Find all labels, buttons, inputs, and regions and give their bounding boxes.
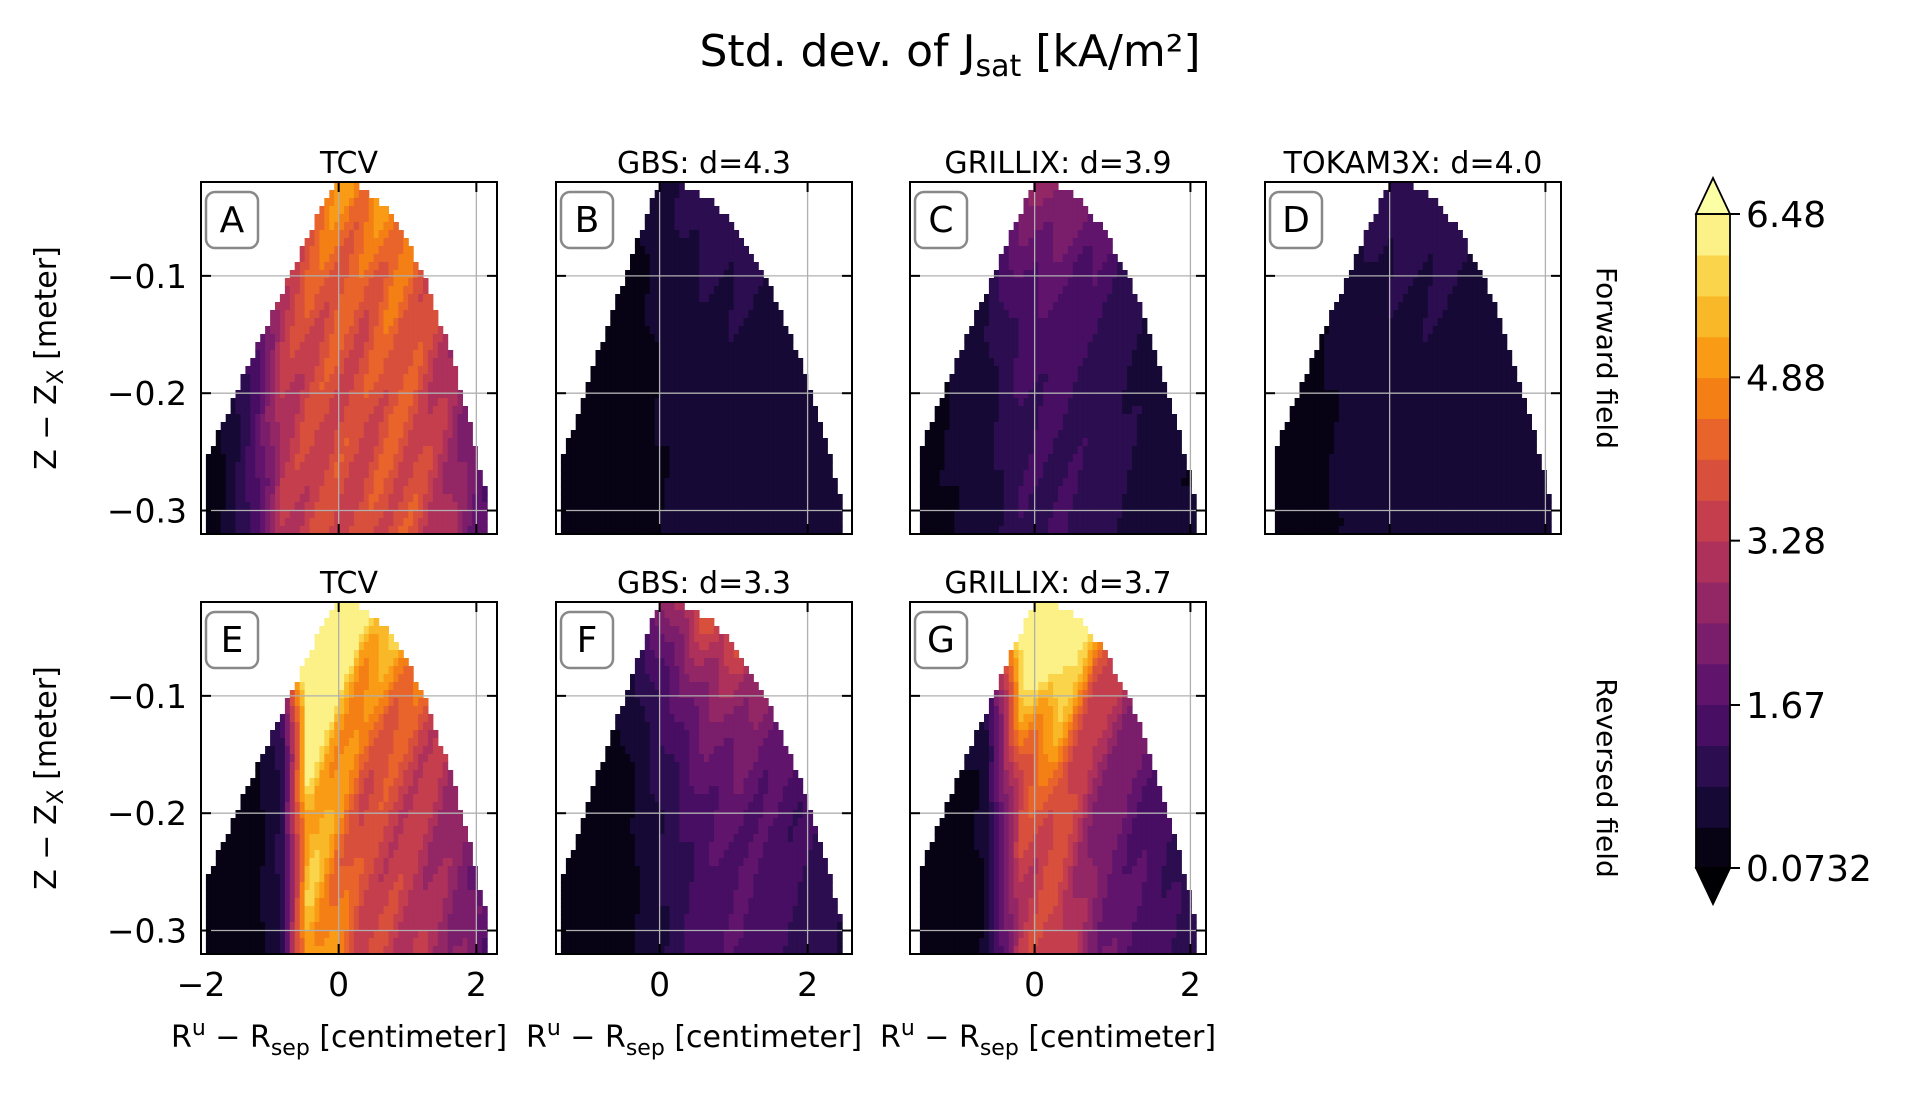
colorbar-extend-min — [1694, 867, 1732, 907]
xtick-label: 0 — [328, 965, 349, 1004]
contour-field — [1274, 182, 1552, 534]
row-labels: Forward field Reversed field — [1590, 267, 1623, 878]
y-axis-label: Z − ZX [meter] — [29, 246, 69, 470]
panel-frame — [200, 601, 498, 955]
colorbar-level — [1696, 622, 1730, 665]
colorbar-level — [1696, 827, 1730, 869]
panel-frame — [909, 181, 1207, 535]
panels: TCV A −0.1 −0.2 −0.3 Z − ZX [meter] GBS: d=4.3… — [29, 146, 1562, 1061]
colorbar-level — [1696, 704, 1730, 746]
panel-letter: C — [928, 200, 953, 241]
contour-field — [919, 182, 1197, 534]
grid — [556, 602, 852, 954]
xtick-label: 2 — [797, 965, 818, 1004]
contour-field — [205, 182, 488, 534]
grid — [1265, 182, 1561, 534]
colorbar-level — [1696, 745, 1730, 787]
ytick-label: −0.3 — [107, 912, 187, 951]
colorbar-extend-max — [1694, 175, 1732, 215]
panel-letter-box — [559, 190, 615, 250]
chart-title: Std. dev. of Jsat [kA/m²] — [699, 26, 1200, 84]
ytick-label: −0.2 — [107, 374, 187, 413]
panel-letter-box — [1268, 190, 1324, 250]
colorbar-tick-label: 4.88 — [1746, 358, 1826, 399]
colorbar-tick-label: 1.67 — [1746, 686, 1826, 727]
xtick-label: 0 — [649, 965, 670, 1004]
xtick-label: 2 — [466, 965, 487, 1004]
panel-letter-box — [204, 190, 260, 250]
ytick-label: −0.1 — [107, 677, 187, 716]
contour-field — [919, 602, 1197, 954]
panel-frame — [555, 601, 853, 955]
colorbar-level — [1696, 500, 1730, 542]
colorbar-level — [1696, 418, 1730, 460]
panel-letter: B — [575, 200, 600, 241]
panel-D: TOKAM3X: d=4.0 D — [1264, 146, 1562, 535]
x-axis-label: Ru − Rsep [centimeter] — [526, 1016, 862, 1061]
colorbar-tick-label: 3.28 — [1746, 522, 1826, 563]
contour-field — [560, 602, 843, 954]
grid — [556, 182, 852, 534]
colorbar-level — [1696, 377, 1730, 419]
panel-letter: G — [927, 620, 955, 661]
ytick-label: −0.1 — [107, 257, 187, 296]
panel-letter-box — [913, 190, 969, 250]
ytick-label: −0.2 — [107, 794, 187, 833]
colorbar-level — [1696, 214, 1730, 256]
panel-title: TCV — [319, 566, 379, 601]
panel-title: TOKAM3X: d=4.0 — [1283, 146, 1543, 181]
x-axis-label: Ru − Rsep [centimeter] — [171, 1016, 507, 1061]
colorbar-level — [1696, 541, 1730, 583]
row-label: Forward field — [1590, 267, 1623, 449]
panel-frame — [1264, 181, 1562, 535]
xtick-label: 2 — [1180, 965, 1201, 1004]
panel-C: GRILLIX: d=3.9 C — [909, 146, 1207, 535]
panel-title: TCV — [319, 146, 379, 181]
contour-field — [205, 602, 488, 954]
panel-frame — [200, 181, 498, 535]
colorbar-level — [1696, 459, 1730, 501]
contour-field — [560, 182, 843, 534]
panel-A: TCV A −0.1 −0.2 −0.3 Z − ZX [meter] — [29, 146, 498, 535]
x-axis-label: Ru − Rsep [centimeter] — [880, 1016, 1216, 1061]
y-axis-label: Z − ZX [meter] — [29, 666, 69, 890]
panel-letter: F — [577, 620, 598, 661]
panel-title: GBS: d=3.3 — [617, 566, 791, 601]
panel-letter-box — [913, 610, 969, 670]
panel-letter: D — [1282, 200, 1310, 241]
grid — [201, 602, 497, 954]
panel-letter-box — [559, 610, 615, 670]
panel-title: GRILLIX: d=3.9 — [944, 146, 1171, 181]
colorbar-level — [1696, 254, 1730, 297]
panel-title: GRILLIX: d=3.7 — [944, 566, 1171, 601]
panel-letter: A — [220, 200, 245, 241]
row-label: Reversed field — [1590, 678, 1623, 878]
colorbar-tick-label: 0.0732 — [1746, 849, 1872, 890]
colorbar: 6.48 4.88 3.28 1.67 0.0732 — [1694, 175, 1872, 907]
panel-frame — [909, 601, 1207, 955]
xtick-label: −2 — [177, 965, 226, 1004]
colorbar-tick-label: 6.48 — [1746, 195, 1826, 236]
panel-frame — [555, 181, 853, 535]
panel-B: GBS: d=4.3 B — [555, 146, 853, 535]
colorbar-level — [1696, 581, 1730, 624]
colorbar-level — [1696, 295, 1730, 338]
colorbar-level — [1696, 336, 1730, 379]
colorbar-level — [1696, 786, 1730, 828]
panel-letter-box — [204, 610, 260, 670]
panel-E: TCV E −0.1 −0.2 −0.3 Z − ZX [meter] −2 0 2 Ru − R… — [29, 566, 507, 1061]
grid — [910, 602, 1206, 954]
xtick-label: 0 — [1024, 965, 1045, 1004]
panel-title: GBS: d=4.3 — [617, 146, 791, 181]
panel-G: GRILLIX: d=3.7 G 0 2 Ru − Rsep [centimeter] — [880, 566, 1216, 1061]
panel-F: GBS: d=3.3 F 0 2 Ru − Rsep [centimeter] — [526, 566, 862, 1061]
colorbar-level — [1696, 663, 1730, 706]
ytick-label: −0.3 — [107, 492, 187, 531]
grid — [910, 182, 1206, 534]
panel-letter: E — [221, 620, 244, 661]
grid — [201, 182, 497, 534]
